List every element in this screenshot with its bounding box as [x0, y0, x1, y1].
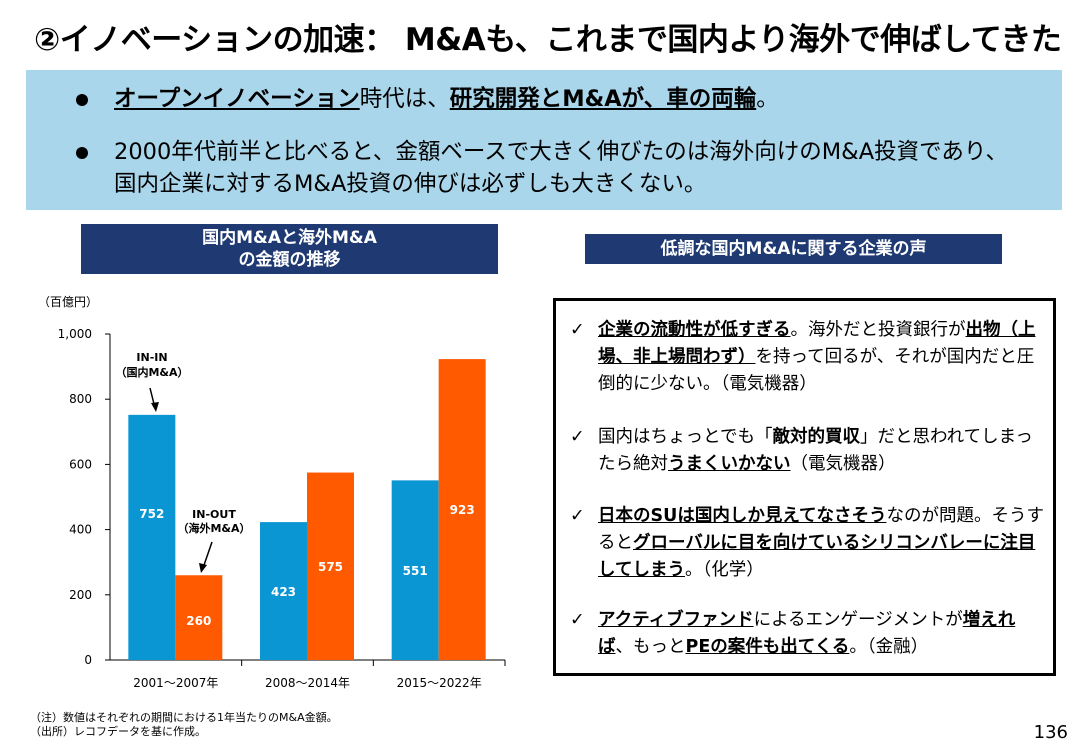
voices-header: 低調な国内M&Aに関する企業の声 [585, 234, 1002, 264]
voice-2-emphasis-2: うまくいかない [668, 454, 791, 474]
voice-2-text-0: 国内はちょっとでも「 [598, 427, 773, 447]
voice-4-text-3: 。（金融） [849, 637, 929, 657]
check-icon: ✓ [570, 320, 585, 340]
bar-value-label: 752 [139, 507, 164, 521]
bullet-1: オープンイノベーション時代は、研究開発とM&Aが、車の両輪。 [76, 83, 779, 115]
y-tick-label: 600 [69, 457, 92, 471]
voice-2-text-2: （電気機器） [790, 454, 896, 474]
bar-value-label: 923 [450, 503, 475, 517]
bar-inin [260, 522, 307, 660]
summary-banner: オープンイノベーション時代は、研究開発とM&Aが、車の両輪。 2000年代前半と… [26, 70, 1062, 210]
bar-inin [391, 480, 439, 660]
voice-3-emphasis-2: グローバルに目を向けているシリコンバレーに注目してしまう [598, 533, 1036, 580]
annotation-inin-arrowhead [151, 402, 159, 412]
bullet-2-line-1: 2000年代前半と比べると、金額ベースで大きく伸びたのは海外向けのM&A投資であ… [114, 139, 1008, 165]
bullet-1-text-2: 。 [756, 86, 779, 112]
bars: 752 260 423 575 551 923 [128, 359, 486, 660]
voice-1: ✓ 企業の流動性が低すぎる。海外だと投資銀行が出物（上場、非上場問わず）を持って… [570, 317, 1048, 398]
voice-4-emphasis-2: 増えれば [598, 610, 1016, 657]
bullet-dot [76, 147, 88, 159]
bar-value-label: 260 [186, 614, 211, 628]
bar-value-label: 551 [403, 564, 428, 578]
voice-4-emphasis-1: アクティブファンド [598, 610, 754, 630]
voices-box: ✓ 企業の流動性が低すぎる。海外だと投資銀行が出物（上場、非上場問わず）を持って… [553, 298, 1056, 676]
check-icon: ✓ [570, 427, 585, 447]
bullet-2: 2000年代前半と比べると、金額ベースで大きく伸びたのは海外向けのM&A投資であ… [76, 136, 1008, 200]
category-label: 2015～2022年 [397, 676, 482, 690]
bar-inout [175, 575, 223, 660]
voice-3: ✓ 日本のSUは国内しか見えてなさそうなのが問題。そうするとグローバルに目を向け… [570, 503, 1048, 584]
annotation-inout: IN-OUT （海外M&A） [177, 508, 251, 573]
bar-value-label: 423 [271, 585, 296, 599]
y-ticks: 0 200 400 600 800 1,000 [58, 327, 506, 667]
voice-4-text-1: によるエンゲージメントが [753, 610, 963, 630]
footnote-source: （出所）レコフデータを基に作成。 [30, 725, 206, 738]
bullet-1-emphasis-1: オープンイノベーション [114, 86, 360, 112]
voice-2-text-1: 」だと思われてしまったら絶対 [598, 427, 1033, 474]
voice-3-text-2: 。（化学） [684, 560, 764, 580]
voice-1-text-1: 。海外だと投資銀行が [790, 320, 966, 340]
bullet-2-line-2: 国内企業に対するM&A投資の伸びは必ずしも大きくない。 [114, 171, 707, 197]
annotation-inin: IN-IN （国内M&A） [115, 351, 189, 412]
category-labels: 2001～2007年 2008～2014年 2015～2022年 [133, 676, 481, 690]
category-label: 2001～2007年 [133, 676, 218, 690]
bar-inout [438, 359, 486, 660]
voice-4-emphasis-3: PEの案件も出てくる [685, 637, 850, 657]
chart-header-line-1: 国内M&Aと海外M&A [202, 228, 377, 248]
chart-header-line-2: の金額の推移 [238, 250, 341, 270]
y-tick-label: 800 [69, 392, 92, 406]
voice-1-emphasis-1: 企業の流動性が低すぎる [598, 320, 791, 340]
annotation-inout-line-2: （海外M&A） [177, 521, 250, 535]
annotation-inout-line-1: IN-OUT [192, 508, 236, 521]
voice-4: ✓ アクティブファンドによるエンゲージメントが増えれば、もっとPEの案件も出てく… [570, 607, 1048, 661]
chart-header: 国内M&Aと海外M&A の金額の推移 [81, 224, 498, 274]
y-tick-label: 0 [84, 653, 92, 667]
voice-2: ✓ 国内はちょっとでも「敵対的買収」だと思われてしまったら絶対うまくいかない（電… [570, 424, 1048, 478]
bar-chart: （百億円） 0 200 400 600 800 1,000 752 260 423 575 551… [38, 295, 506, 690]
annotation-inout-arrow [202, 541, 213, 569]
footnote-note: （注）数値はそれぞれの期間における1年当たりのM&A金額。 [30, 711, 338, 724]
voice-1-emphasis-2: 出物（上場、非上場問わず） [598, 320, 1036, 367]
check-icon: ✓ [570, 610, 585, 630]
category-label: 2008～2014年 [265, 676, 350, 690]
voice-2-emphasis-1: 敵対的買収 [772, 427, 860, 447]
bar-inin [128, 414, 176, 660]
annotation-inout-arrowhead [199, 563, 207, 573]
page-number: 136 [1033, 722, 1068, 743]
check-icon: ✓ [570, 506, 585, 526]
y-tick-label: 1,000 [58, 327, 92, 341]
voice-3-emphasis-1: 日本のSUは国内しか見えてなさそう [598, 506, 887, 526]
bullet-1-emphasis-2: 研究開発とM&Aが、車の両輪 [449, 86, 757, 112]
bar-value-label: 575 [318, 560, 343, 574]
voice-4-text-2: 、もっと [615, 637, 686, 657]
bullet-1-text-1: 時代は、 [359, 86, 450, 112]
y-tick-label: 400 [69, 523, 92, 537]
voice-3-text-1: なのが問題。そうすると [598, 506, 1044, 553]
page-title: ②イノベーションの加速： M&Aも、これまで国内より海外で伸ばしてきた [34, 22, 1062, 58]
bar-inout [307, 472, 354, 660]
annotation-inin-line-2: （国内M&A） [115, 365, 188, 379]
voice-1-text-2: を持って回るが、それが国内だと圧倒的に少ない。（電気機器） [598, 347, 1035, 394]
annotation-inin-line-1: IN-IN [136, 351, 167, 364]
unit-label: （百億円） [38, 295, 98, 309]
bullet-dot [76, 94, 88, 106]
y-tick-label: 200 [69, 588, 92, 602]
